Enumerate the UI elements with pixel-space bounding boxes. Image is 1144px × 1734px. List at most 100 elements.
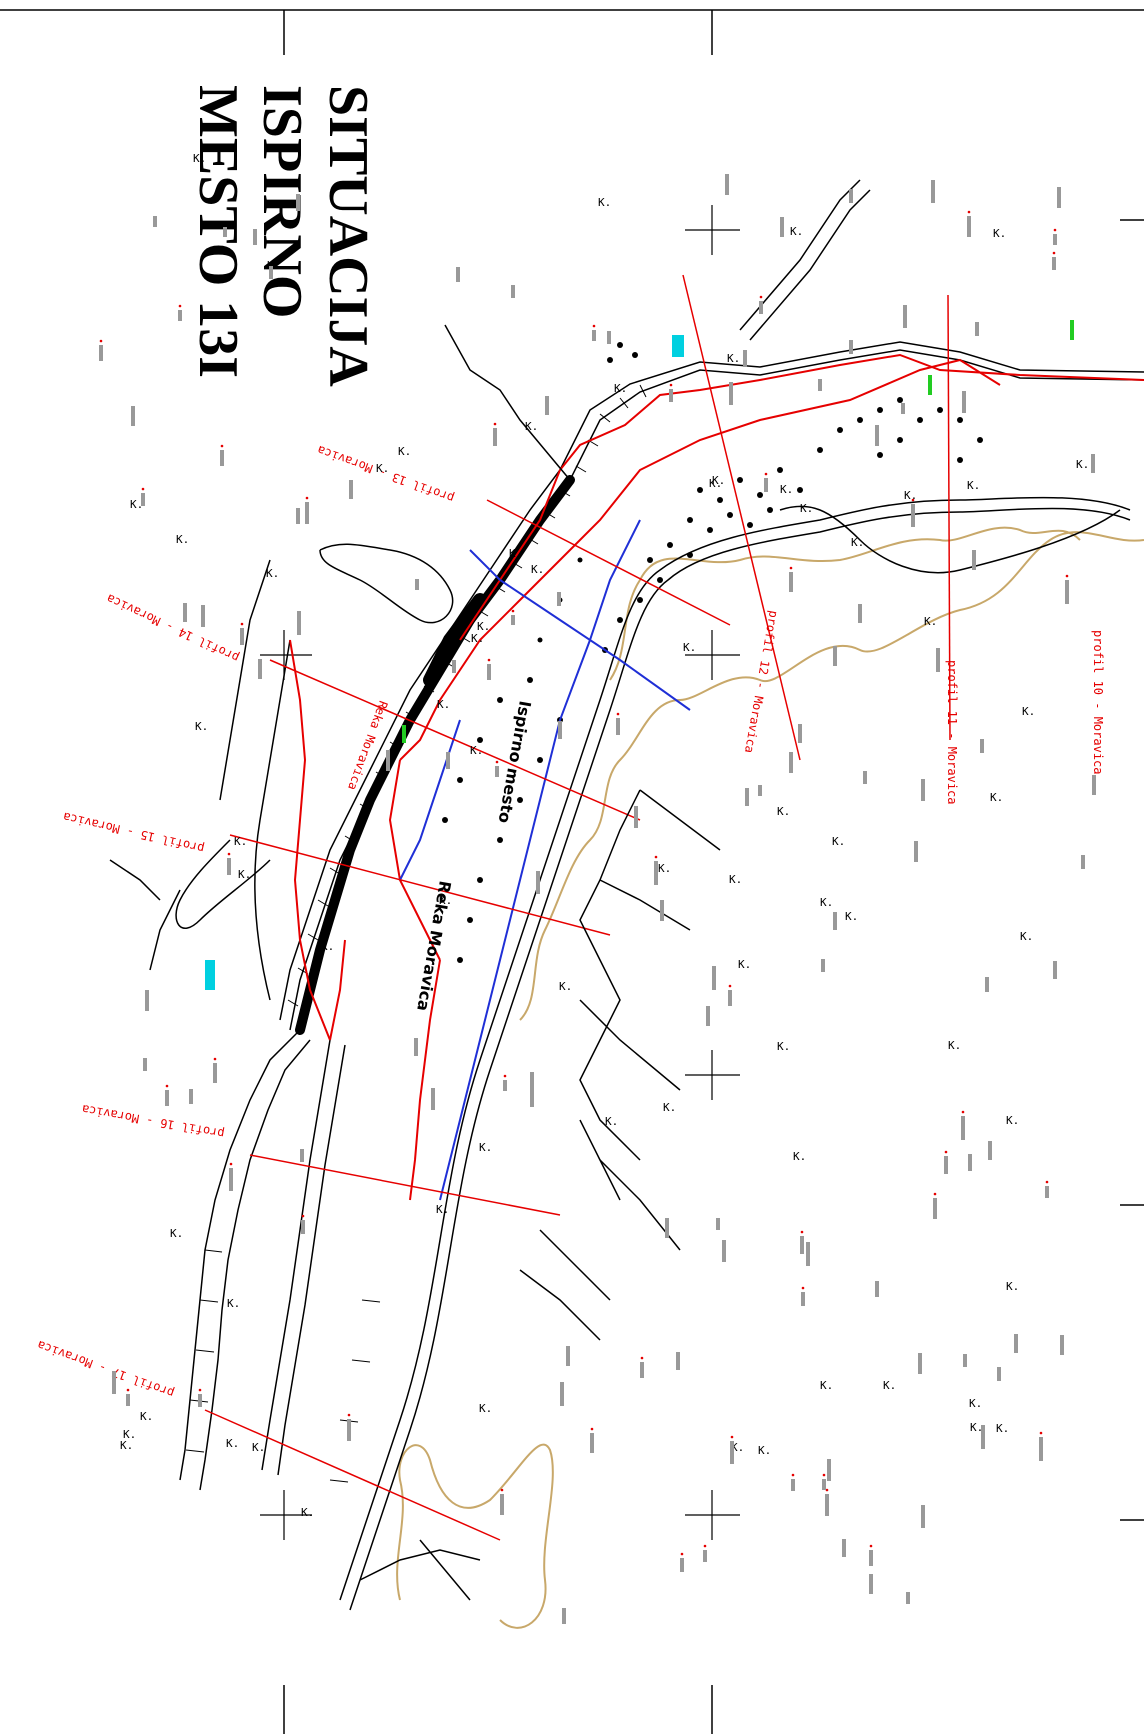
survey-point	[487, 658, 491, 662]
survey-point	[511, 609, 515, 613]
spot-height-mark: K.	[376, 462, 389, 475]
area-outline	[289, 353, 1144, 1201]
spot-height-mark: K.	[193, 152, 206, 165]
spot-height-mark: K.	[738, 958, 751, 971]
spot-height-mark: K.	[709, 477, 722, 490]
spot-height-mark: K.	[439, 894, 452, 907]
survey-point	[961, 1110, 965, 1114]
survey-point	[825, 1488, 829, 1492]
survey-point	[703, 1544, 707, 1548]
spot-height-mark: K.	[226, 1437, 239, 1450]
profile-12-line	[682, 274, 801, 761]
survey-point	[911, 498, 915, 502]
survey-point	[305, 496, 309, 500]
survey-point	[178, 304, 182, 308]
survey-point	[1052, 251, 1056, 255]
spot-height-mark: K.	[238, 868, 251, 881]
survey-point	[213, 1057, 217, 1061]
survey-point	[789, 566, 793, 570]
spot-height-mark: K.	[1076, 458, 1089, 471]
survey-point	[759, 295, 763, 299]
spot-height-mark: K.	[471, 632, 484, 645]
spot-height-mark: K.	[130, 498, 143, 511]
survey-point	[165, 1084, 169, 1088]
spot-height-mark: K.	[967, 479, 980, 492]
survey-point	[141, 487, 145, 491]
spot-height-mark: K.	[1022, 705, 1035, 718]
spot-height-mark: K.	[266, 567, 279, 580]
spot-height-mark: K.	[170, 1227, 183, 1240]
spot-height-mark: K.	[729, 873, 742, 886]
spot-height-mark: K.	[883, 1379, 896, 1392]
color-markers	[205, 320, 1074, 990]
survey-point	[99, 339, 103, 343]
spot-height-mark: K.	[845, 910, 858, 923]
survey-point	[240, 622, 244, 626]
spot-height-mark: K.	[509, 547, 522, 560]
spot-height-mark: K.	[663, 1101, 676, 1114]
profile-13-line	[486, 499, 731, 626]
spot-height-mark: K.	[658, 862, 671, 875]
spot-height-mark: K.	[436, 1203, 449, 1216]
survey-point	[590, 1427, 594, 1431]
spot-height-mark: K.	[924, 615, 937, 628]
grid-crosses	[260, 205, 740, 1540]
survey-point	[347, 1413, 351, 1417]
profile-17-line	[204, 1409, 501, 1541]
survey-point	[126, 1388, 130, 1392]
survey-point	[728, 984, 732, 988]
survey-point	[640, 1356, 644, 1360]
survey-point	[680, 1552, 684, 1556]
spot-height-mark: K.	[780, 483, 793, 496]
spot-height-mark: K.	[800, 502, 813, 515]
profile-14-line	[269, 659, 641, 821]
spot-height-mark: K.	[234, 835, 247, 848]
survey-point	[1053, 228, 1057, 232]
spot-height-mark: K.	[598, 196, 611, 209]
spot-height-mark: K.	[793, 1150, 806, 1163]
survey-point	[1045, 1180, 1049, 1184]
survey-point	[229, 1162, 233, 1166]
survey-point	[592, 324, 596, 328]
profile-lines	[204, 274, 951, 1541]
spot-height-mark: K.	[398, 445, 411, 458]
title-line-1: SITUACIJA	[317, 85, 379, 387]
spot-height-mark: K.	[531, 563, 544, 576]
survey-point	[967, 210, 971, 214]
survey-point	[801, 1286, 805, 1290]
survey-point	[500, 1488, 504, 1492]
survey-point	[495, 760, 499, 764]
spot-height-mark: K.	[195, 720, 208, 733]
spot-height-mark: K.	[727, 352, 740, 365]
survey-point	[869, 1544, 873, 1548]
profile-11-label: profil 11 - Moravica	[945, 660, 959, 805]
spot-height-mark: K.	[252, 1441, 265, 1454]
survey-point	[669, 383, 673, 387]
survey-point	[791, 1473, 795, 1477]
spot-height-mark: K.	[123, 1428, 136, 1441]
spot-height-mark: K.	[996, 1422, 1009, 1435]
spot-height-mark: K.	[477, 620, 490, 633]
survey-point	[503, 1074, 507, 1078]
spot-height-mark: K.	[1006, 1114, 1019, 1127]
spot-heights: K. K. K. K. K. K. K. K. K. K. K. K. K. K. K. K. K. K. K. K.…	[99, 152, 1089, 1556]
survey-point	[1065, 574, 1069, 578]
contour-lines	[396, 526, 1144, 1629]
spot-height-mark: K.	[993, 227, 1006, 240]
spot-height-mark: K.	[904, 489, 917, 502]
spot-height-mark: K.	[614, 382, 627, 395]
spot-height-mark: K.	[227, 1297, 240, 1310]
spot-height-mark: K.	[832, 835, 845, 848]
spot-height-mark: K.	[437, 698, 450, 711]
spot-height-mark: K.	[1006, 1280, 1019, 1293]
spot-height-mark: K.	[301, 1506, 314, 1519]
spot-height-mark: K.	[1020, 930, 1033, 943]
survey-sticks	[99, 174, 1096, 1624]
spot-height-mark: K.	[820, 896, 833, 909]
spot-height-mark: K.	[851, 536, 864, 549]
spot-height-mark: K.	[176, 533, 189, 546]
profile-11-line	[947, 294, 951, 741]
spot-height-mark: K.	[731, 1441, 744, 1454]
survey-point	[654, 855, 658, 859]
